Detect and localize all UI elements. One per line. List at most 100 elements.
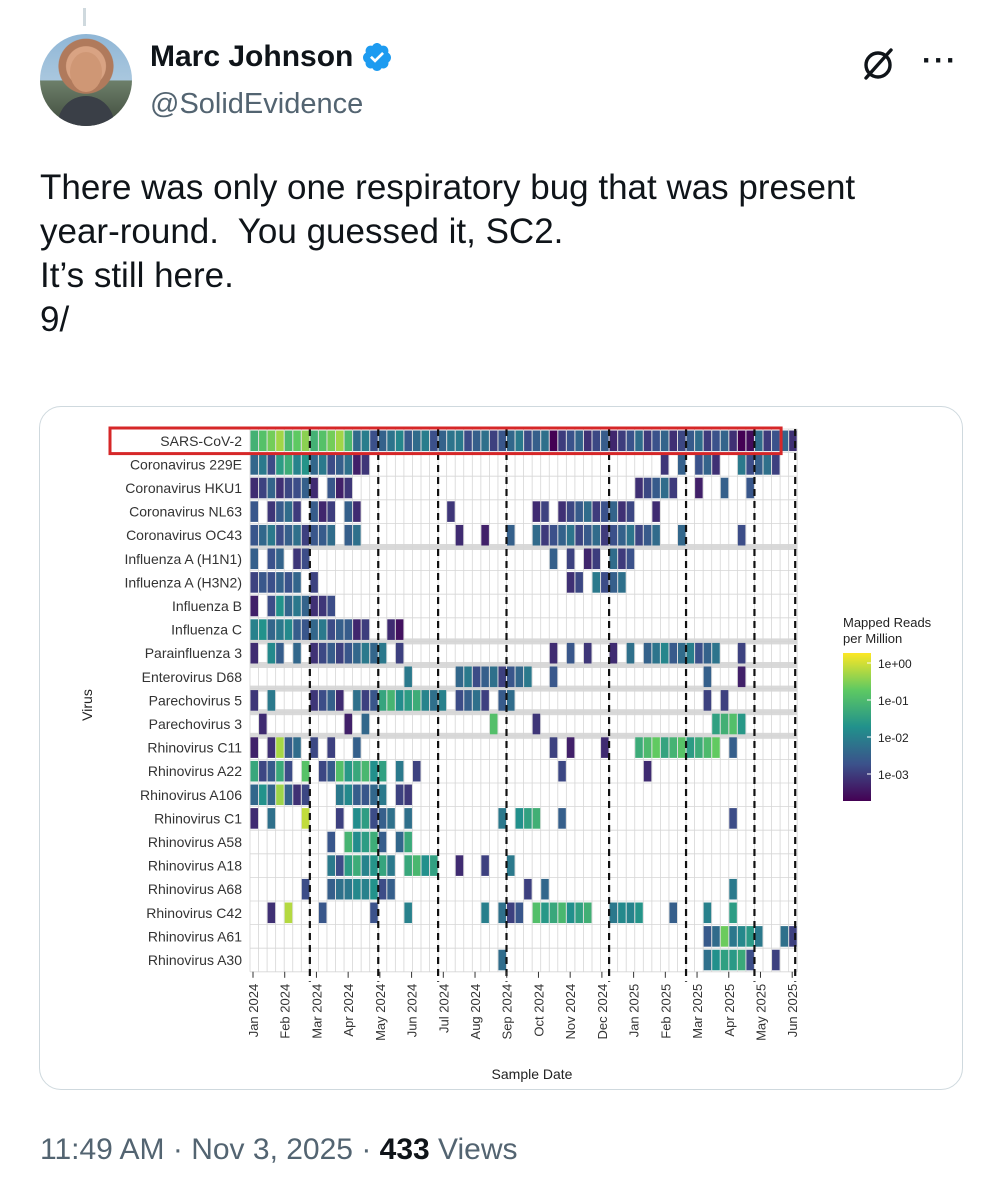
heatmap-cell (284, 902, 293, 924)
heatmap-cell (678, 642, 686, 664)
tweet-meta: 11:49 AM · Nov 3, 2025 · 433 Views (40, 1133, 518, 1167)
heatmap-cell (515, 430, 524, 452)
author-name[interactable]: Marc Johnson (150, 40, 354, 73)
heatmap-cell (276, 595, 284, 617)
heatmap-cell (652, 524, 660, 546)
heatmap-cell (361, 713, 370, 735)
legend-tick-label: 1e+00 (878, 657, 912, 671)
heatmap-cell (746, 430, 754, 452)
heatmap-cell (712, 737, 720, 758)
heatmap-cell (737, 430, 746, 452)
heatmap-cell (267, 619, 276, 640)
heatmap-cell (558, 501, 566, 522)
heatmap-cell (626, 548, 635, 570)
heatmap-cell (353, 454, 361, 475)
row-label: Rhinovirus C42 (146, 905, 242, 921)
heatmap-cell (669, 477, 677, 499)
heatmap-cell (318, 595, 327, 617)
tweet-media-image[interactable]: SARS-CoV-2 Coronavirus 229E Coronavirus HK… (39, 406, 963, 1090)
heatmap-cell (259, 713, 267, 735)
heatmap-cell (737, 949, 746, 971)
tweet-date[interactable]: Nov 3, 2025 (191, 1133, 353, 1166)
heatmap-cell (541, 430, 549, 452)
heatmap-cell (652, 477, 660, 499)
heatmap-cell (353, 619, 361, 640)
heatmap-cell (438, 690, 447, 711)
heatmap-cell (344, 784, 353, 806)
heatmap-cell (609, 548, 618, 570)
heatmap-cell (455, 690, 464, 711)
x-tick-label: Sep 2024 (500, 984, 515, 1040)
heatmap-cell (301, 878, 310, 900)
tweet-line: year-round. You guessed it, SC2. (40, 212, 564, 251)
heatmap-cell (301, 808, 310, 829)
tweet-time[interactable]: 11:49 AM (40, 1133, 165, 1166)
heatmap-cell (549, 737, 558, 758)
heatmap-cell (301, 760, 310, 782)
more-dots-icon[interactable]: ··· (922, 44, 958, 77)
heatmap-cell (541, 902, 549, 924)
heatmap-cell (293, 430, 301, 452)
heatmap-cell (310, 501, 318, 522)
heatmap-cell (532, 902, 541, 924)
heatmap-cell (746, 477, 754, 499)
heatmap-cell (284, 595, 293, 617)
row-label: Rhinovirus A68 (148, 881, 242, 897)
row-label: Rhinovirus A18 (148, 858, 242, 874)
heatmap-cell (626, 501, 635, 522)
heatmap-cell (754, 430, 763, 452)
heatmap-cell (318, 619, 327, 640)
author-handle[interactable]: @SolidEvidence (150, 88, 364, 120)
heatmap-cell (703, 902, 712, 924)
row-label: Influenza A (H1N1) (124, 551, 242, 567)
heatmap-cell (404, 855, 412, 876)
avatar[interactable] (40, 34, 132, 126)
heatmap-cell (532, 808, 541, 829)
heatmap-cell (464, 430, 472, 452)
row-label: Rhinovirus C11 (147, 740, 242, 756)
heatmap-cell (703, 454, 712, 475)
heatmap-cell (464, 690, 472, 711)
heatmap-cell (267, 430, 276, 452)
heatmap-cell (250, 808, 259, 829)
heatmap-cell (267, 524, 276, 546)
heatmap-cell (412, 690, 421, 711)
heatmap-cell (361, 642, 370, 664)
author-name-row[interactable]: Marc Johnson (150, 40, 393, 74)
x-tick-label: Jan 2024 (246, 984, 261, 1038)
heatmap-cell (336, 619, 344, 640)
heatmap-cell (703, 926, 712, 947)
heatmap-cell (361, 878, 370, 900)
heatmap-cell (618, 430, 626, 452)
heatmap-cell (635, 737, 643, 758)
heatmap-cell (344, 477, 353, 499)
verified-badge-icon (363, 43, 392, 71)
heatmap-cell (318, 690, 327, 711)
heatmap-cell (703, 737, 712, 758)
y-axis-label: Virus (79, 689, 95, 721)
heatmap-cell (259, 454, 267, 475)
heatmap-cell (412, 760, 421, 782)
heatmap-cell (284, 760, 293, 782)
heatmap-cell (737, 642, 746, 664)
tweet-text: There was only one respiratory bug that … (40, 166, 970, 342)
heatmap-cell (370, 878, 378, 900)
heatmap-cell (746, 926, 754, 947)
heatmap-cell (643, 642, 652, 664)
heatmap-cell (276, 572, 284, 593)
grok-slash-icon[interactable] (858, 44, 898, 84)
heatmap-cell (301, 477, 310, 499)
heatmap-cell (250, 737, 259, 758)
heatmap-cell (293, 524, 301, 546)
heatmap-cell (575, 430, 583, 452)
heatmap-cell (293, 595, 301, 617)
heatmap-cell (318, 524, 327, 546)
heatmap-cell (267, 902, 276, 924)
heatmap-cell (421, 690, 430, 711)
heatmap-cell (336, 855, 344, 876)
heatmap-cell (703, 690, 712, 711)
heatmap-cell (361, 855, 370, 876)
heatmap-cell (575, 902, 583, 924)
heatmap-cell (336, 454, 344, 475)
heatmap-cell (327, 430, 335, 452)
